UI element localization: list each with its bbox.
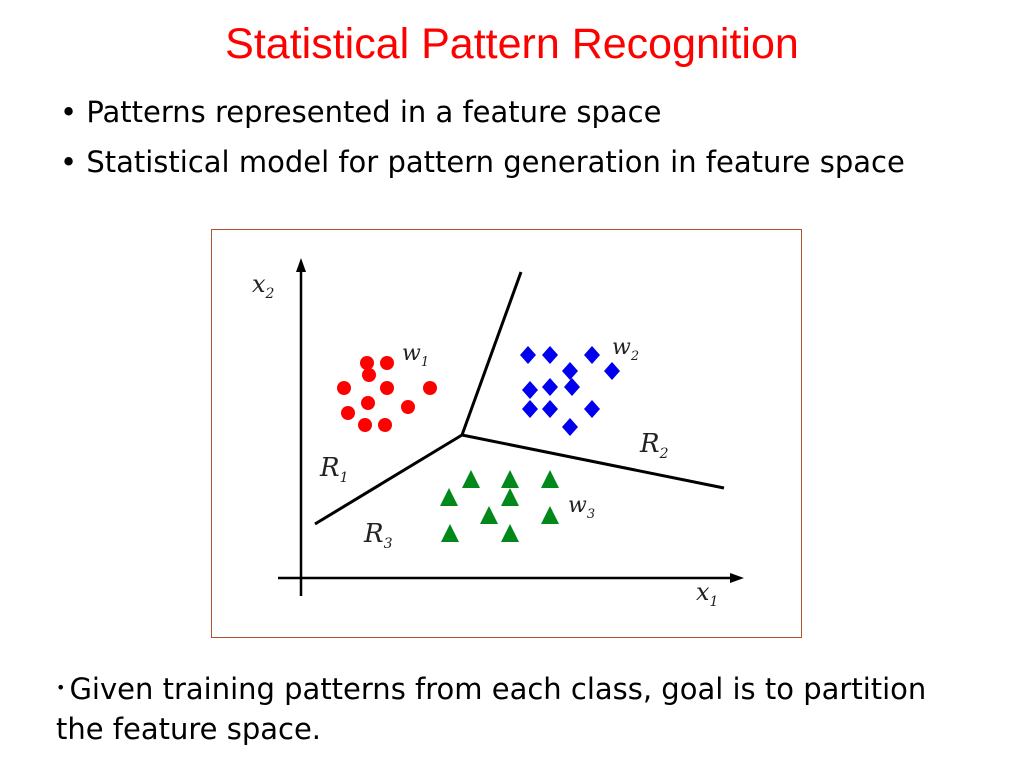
red-circle-point	[360, 356, 374, 370]
bullet-item: • Statistical model for pattern generati…	[60, 142, 960, 182]
y-axis-label: x2	[252, 270, 275, 302]
red-circle-point	[380, 381, 394, 395]
class-w3-points	[440, 470, 559, 542]
green-triangle-point	[541, 506, 559, 524]
red-circle-point	[337, 381, 351, 395]
blue-diamond-point	[520, 346, 536, 364]
red-circle-point	[380, 356, 394, 370]
decision-boundary-1-2	[460, 271, 523, 436]
bullet-text: Given training patterns from each class,…	[56, 672, 927, 746]
blue-diamond-point	[522, 400, 538, 418]
blue-diamond-point	[542, 378, 558, 396]
green-triangle-point	[501, 524, 519, 542]
blue-diamond-point	[584, 346, 600, 364]
blue-diamond-point	[562, 362, 578, 380]
class-w1-points	[337, 356, 437, 432]
red-circle-point	[423, 381, 437, 395]
decision-boundary-2-3	[461, 433, 725, 490]
blue-diamond-point	[604, 362, 620, 380]
blue-diamond-point	[562, 418, 578, 436]
bullet-item: • Patterns represented in a feature spac…	[60, 92, 960, 132]
x-axis-label: x1	[696, 578, 718, 610]
slide-title: Statistical Pattern Recognition	[225, 20, 799, 68]
x-axis-arrowhead	[730, 573, 744, 583]
blue-diamond-point	[564, 378, 580, 396]
region-r1-label: R1	[319, 453, 349, 486]
red-circle-point	[358, 418, 372, 432]
bullet-text: Patterns represented in a feature space	[86, 95, 662, 129]
bullet-item-footer: • Given training patterns from each class…	[56, 668, 976, 749]
bullet-text: Statistical model for pattern generation…	[86, 145, 905, 179]
blue-diamond-point	[584, 400, 600, 418]
green-triangle-point	[501, 488, 519, 506]
class-w3-label: w3	[568, 493, 595, 522]
bullet-marker: •	[60, 145, 78, 179]
class-w1-label: w1	[402, 341, 429, 370]
region-r3-label: R3	[363, 519, 393, 552]
red-circle-point	[378, 418, 392, 432]
bullet-marker: •	[56, 678, 66, 697]
red-circle-point	[362, 368, 376, 382]
blue-diamond-point	[522, 381, 538, 399]
decision-boundary-1-3	[314, 433, 463, 526]
green-triangle-point	[462, 470, 480, 488]
blue-diamond-point	[542, 400, 558, 418]
class-w2-label: w2	[612, 335, 639, 364]
bullet-marker: •	[60, 95, 78, 129]
red-circle-point	[341, 406, 355, 420]
green-triangle-point	[440, 488, 458, 506]
red-circle-point	[361, 396, 375, 410]
region-r2-label: R2	[639, 429, 669, 462]
blue-diamond-point	[542, 346, 558, 364]
green-triangle-point	[541, 470, 559, 488]
class-w2-points	[520, 346, 620, 436]
green-triangle-point	[480, 506, 498, 524]
green-triangle-point	[501, 470, 519, 488]
feature-space-figure: x2 x1 w1	[211, 229, 802, 638]
red-circle-point	[401, 400, 415, 414]
green-triangle-point	[441, 524, 459, 542]
y-axis-arrowhead	[296, 258, 306, 272]
feature-space-diagram: x2 x1 w1	[252, 258, 744, 610]
